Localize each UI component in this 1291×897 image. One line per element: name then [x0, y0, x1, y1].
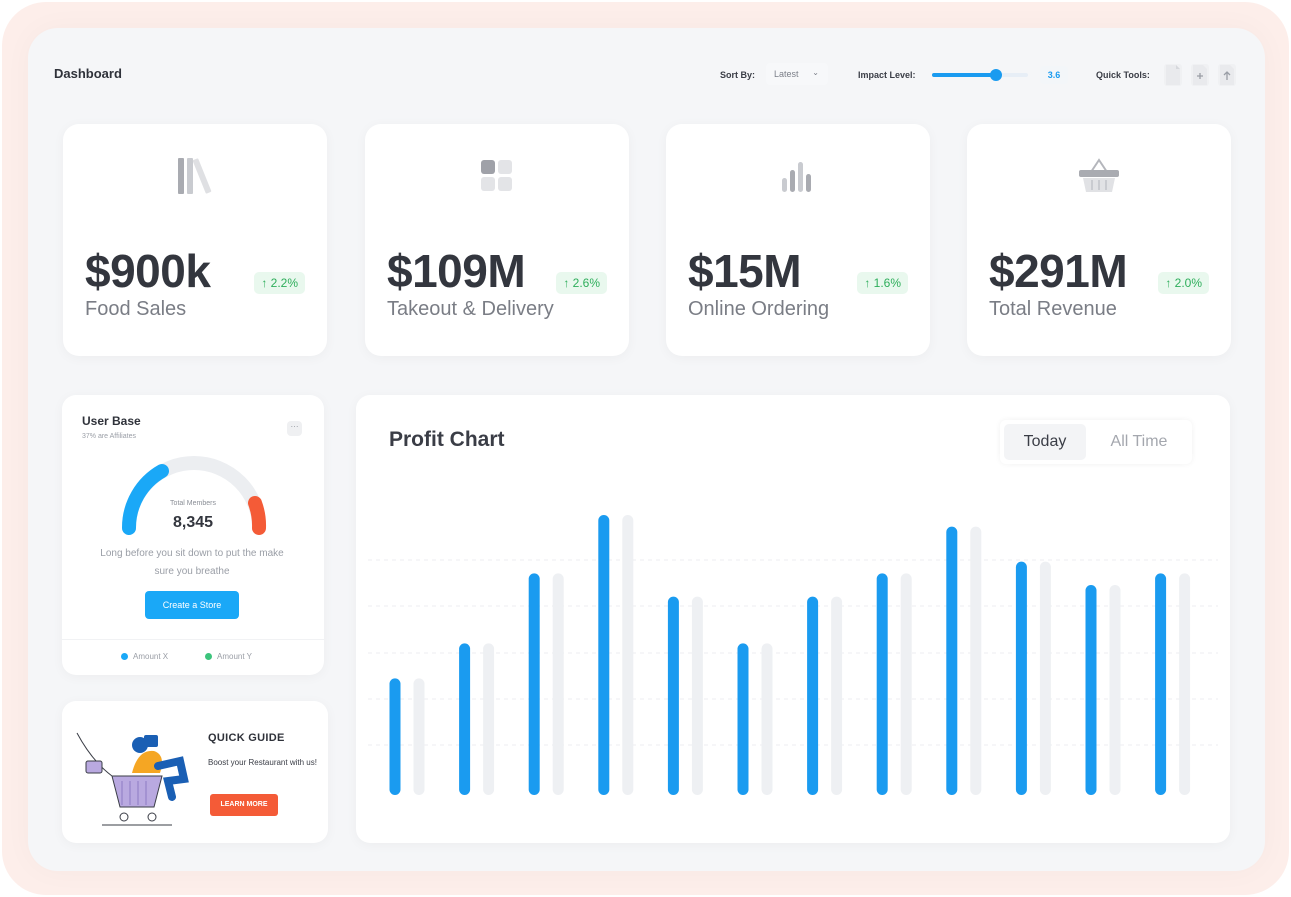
user-base-subtitle: 37% are Affiliates: [82, 433, 136, 440]
bar-secondary: [1039, 561, 1051, 795]
impact-label: Impact Level:: [858, 70, 916, 80]
legend-item-amount-x: Amount X: [121, 652, 168, 661]
upload-document-icon[interactable]: [1218, 64, 1236, 86]
learn-more-button[interactable]: LEARN MORE: [210, 794, 278, 816]
quick-guide-card: QUICK GUIDE Boost your Restaurant with u…: [62, 701, 328, 843]
create-store-button[interactable]: Create a Store: [145, 591, 239, 619]
slider-thumb[interactable]: [990, 69, 1003, 81]
stat-label: Online Ordering: [688, 298, 830, 320]
add-document-icon[interactable]: [1191, 64, 1209, 86]
legend-dot: [205, 653, 212, 660]
members-gauge: [121, 456, 267, 535]
quick-tools-label: Quick Tools:: [1096, 70, 1150, 80]
bar-primary: [737, 643, 749, 795]
bar-primary: [876, 573, 888, 795]
legend-dot: [121, 653, 128, 660]
bar-primary: [528, 573, 540, 795]
stat-value: $291M: [989, 245, 1128, 297]
profit-chart: [368, 515, 1218, 795]
time-range-tabs: Today All Time: [1000, 420, 1192, 464]
chevron-down-icon: ⌄: [812, 68, 819, 77]
user-base-title: User Base: [82, 414, 141, 428]
bar-primary: [1085, 585, 1097, 795]
stat-value: $15M: [688, 245, 802, 297]
sort-select[interactable]: Latest ⌄: [766, 63, 828, 85]
slider-fill: [932, 73, 997, 77]
quick-guide-title: QUICK GUIDE: [208, 732, 285, 744]
bar-primary: [1155, 573, 1167, 795]
bar-secondary: [483, 643, 495, 795]
document-icon[interactable]: [1164, 64, 1182, 86]
stat-card-takeout-delivery[interactable]: $109M ↑ 2.6% Takeout & Delivery: [365, 124, 629, 356]
bar-primary: [667, 596, 679, 795]
bar-primary: [807, 596, 819, 795]
bar-chart-icon: [778, 156, 818, 196]
tab-today[interactable]: Today: [1004, 424, 1086, 460]
legend-label: Amount Y: [217, 652, 252, 661]
stat-value: $109M: [387, 245, 526, 297]
stat-label: Total Revenue: [989, 298, 1117, 320]
bar-primary: [459, 643, 471, 795]
bar-secondary: [900, 573, 912, 795]
stat-value: $900k: [85, 245, 211, 297]
bar-secondary: [970, 526, 982, 795]
legend-item-amount-y: Amount Y: [205, 652, 252, 661]
user-base-description: Long before you sit down to put the make…: [100, 548, 284, 577]
sort-label: Sort By:: [720, 70, 756, 80]
bar-primary: [389, 678, 401, 795]
bar-secondary: [691, 596, 703, 795]
grid-icon: [477, 156, 517, 196]
bar-secondary: [1179, 573, 1191, 795]
impact-value: 3.6: [1040, 66, 1068, 84]
basket-icon: [1079, 156, 1119, 196]
sort-value: Latest: [774, 69, 799, 79]
stat-card-total-revenue[interactable]: $291M ↑ 2.0% Total Revenue: [967, 124, 1231, 356]
bar-primary: [598, 515, 610, 795]
total-members-label: Total Members: [170, 500, 216, 507]
shopping-cart-illustration: [76, 732, 189, 826]
bar-secondary: [622, 515, 634, 795]
bar-secondary: [1109, 585, 1121, 795]
user-base-card: User Base 37% are Affiliates ··· Total M…: [62, 395, 324, 675]
stat-label: Takeout & Delivery: [387, 298, 554, 320]
profit-chart-card: Profit Chart Today All Time: [356, 395, 1230, 843]
impact-slider[interactable]: [932, 69, 1028, 81]
bar-primary: [1015, 561, 1027, 795]
page-title: Dashboard: [54, 66, 122, 81]
bar-secondary: [413, 678, 425, 795]
legend-label: Amount X: [133, 652, 169, 661]
bar-primary: [946, 526, 958, 795]
quick-guide-text: Boost your Restaurant with us!: [208, 758, 317, 767]
stat-change-badge: ↑ 1.6%: [857, 272, 908, 294]
divider: [62, 639, 324, 640]
profit-chart-title: Profit Chart: [389, 428, 505, 451]
total-members-value: 8,345: [172, 514, 214, 531]
stat-card-online-ordering[interactable]: $15M ↑ 1.6% Online Ordering: [666, 124, 930, 356]
more-options-button[interactable]: ···: [287, 421, 302, 436]
bar-secondary: [831, 596, 843, 795]
stat-change-badge: ↑ 2.6%: [556, 272, 607, 294]
stat-change-badge: ↑ 2.2%: [254, 272, 305, 294]
stat-card-food-sales[interactable]: $900k ↑ 2.2% Food Sales: [63, 124, 327, 356]
tab-all-time[interactable]: All Time: [1110, 433, 1168, 450]
stat-label: Food Sales: [85, 298, 187, 320]
stat-change-badge: ↑ 2.0%: [1158, 272, 1209, 294]
bar-secondary: [761, 643, 773, 795]
bar-secondary: [552, 573, 564, 795]
books-icon: [175, 156, 215, 196]
